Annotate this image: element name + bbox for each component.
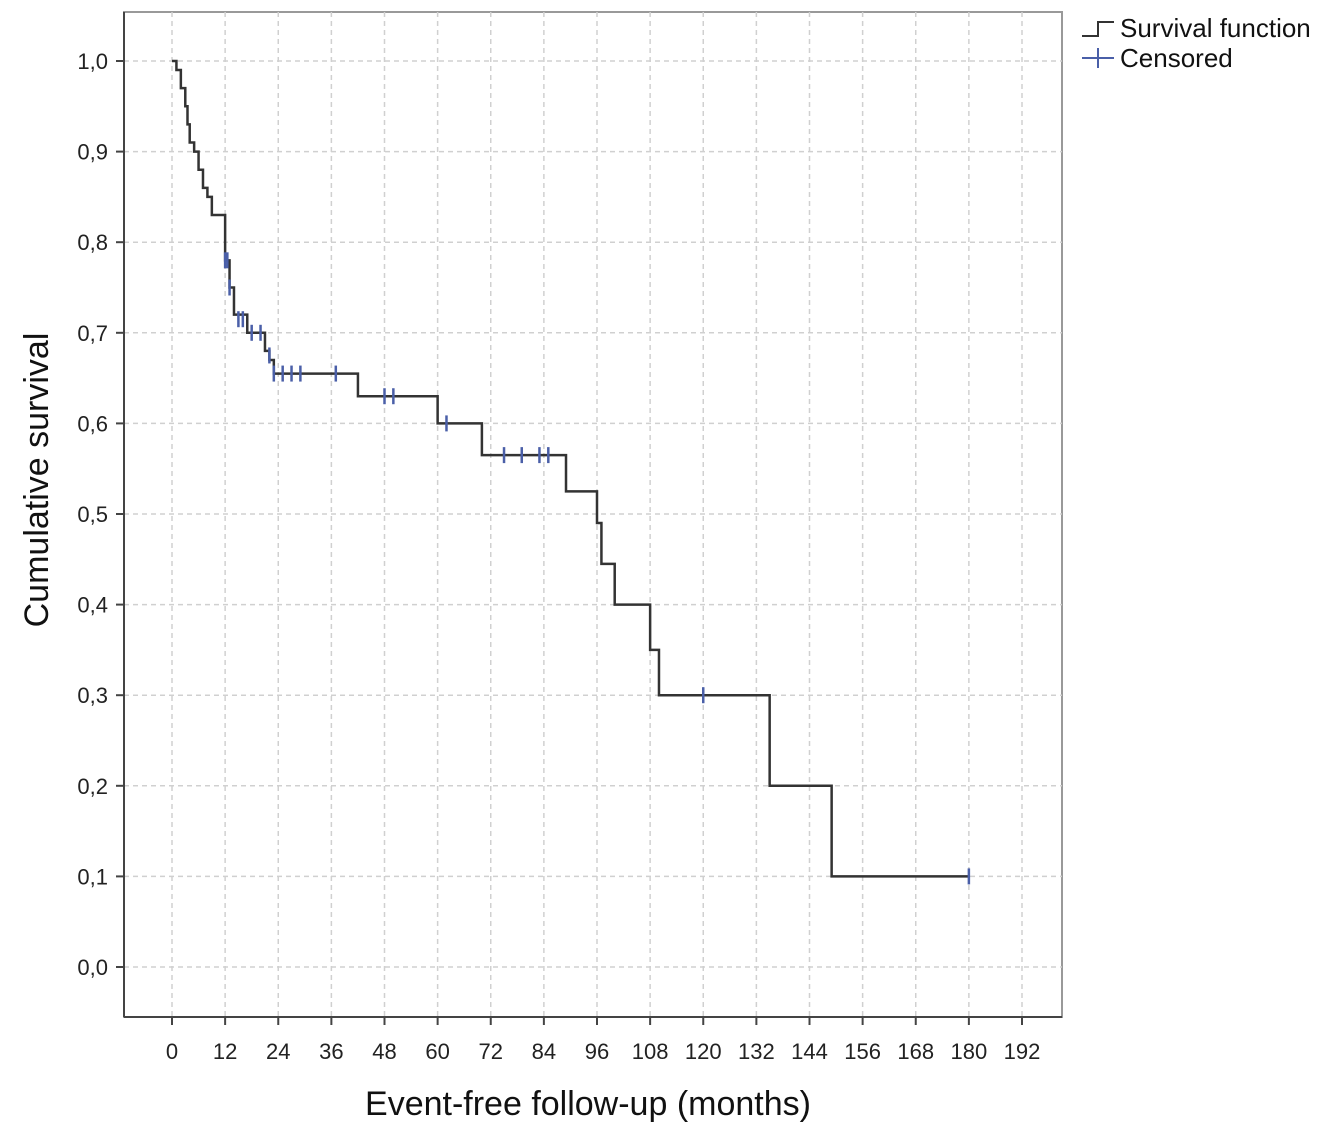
x-tick-label: 12 — [213, 1039, 237, 1064]
y-axis-title: Cumulative survival — [18, 333, 56, 628]
x-ticks: 0 12 24 36 48 60 72 84 96 108 120 132 144 156 168 180 19… — [166, 1017, 1040, 1064]
legend-label-survival: Survival function — [1120, 13, 1311, 43]
censor-marks — [223, 252, 971, 885]
y-tick-label: 0,5 — [77, 502, 108, 527]
x-tick-label: 96 — [585, 1039, 609, 1064]
x-tick-label: 180 — [951, 1039, 988, 1064]
y-ticks: 0,0 0,1 0,2 0,3 0,4 0,5 0,6 0,7 0,8 0,9 1,0 — [77, 49, 124, 980]
x-axis-title: Event-free follow-up (months) — [365, 1085, 811, 1123]
x-tick-label: 156 — [844, 1039, 881, 1064]
y-tick-label: 0,3 — [77, 683, 108, 708]
x-tick-label: 132 — [738, 1039, 775, 1064]
x-tick-label: 60 — [425, 1039, 449, 1064]
x-tick-label: 0 — [166, 1039, 178, 1064]
grid — [124, 12, 1062, 1017]
series — [172, 59, 969, 878]
y-tick-label: 0,6 — [77, 411, 108, 436]
y-tick-label: 0,2 — [77, 774, 108, 799]
legend-label-censored: Censored — [1120, 43, 1233, 73]
x-tick-label: 24 — [266, 1039, 290, 1064]
x-tick-label: 168 — [897, 1039, 934, 1064]
y-tick-label: 0,9 — [77, 140, 108, 165]
x-tick-label: 120 — [685, 1039, 722, 1064]
x-tick-label: 108 — [632, 1039, 669, 1064]
legend: Survival function Censored — [1082, 13, 1311, 73]
x-tick-label: 84 — [532, 1039, 556, 1064]
y-tick-label: 0,4 — [77, 593, 108, 618]
y-tick-label: 0,1 — [77, 864, 108, 889]
y-tick-label: 1,0 — [77, 49, 108, 74]
legend-step-icon — [1082, 21, 1114, 37]
survival-function-line — [172, 59, 969, 878]
x-tick-label: 72 — [479, 1039, 503, 1064]
x-tick-label: 36 — [319, 1039, 343, 1064]
y-tick-label: 0,7 — [77, 321, 108, 346]
y-tick-label: 0,0 — [77, 955, 108, 980]
x-tick-label: 144 — [791, 1039, 828, 1064]
y-tick-label: 0,8 — [77, 230, 108, 255]
x-tick-label: 192 — [1004, 1039, 1041, 1064]
x-tick-label: 48 — [372, 1039, 396, 1064]
